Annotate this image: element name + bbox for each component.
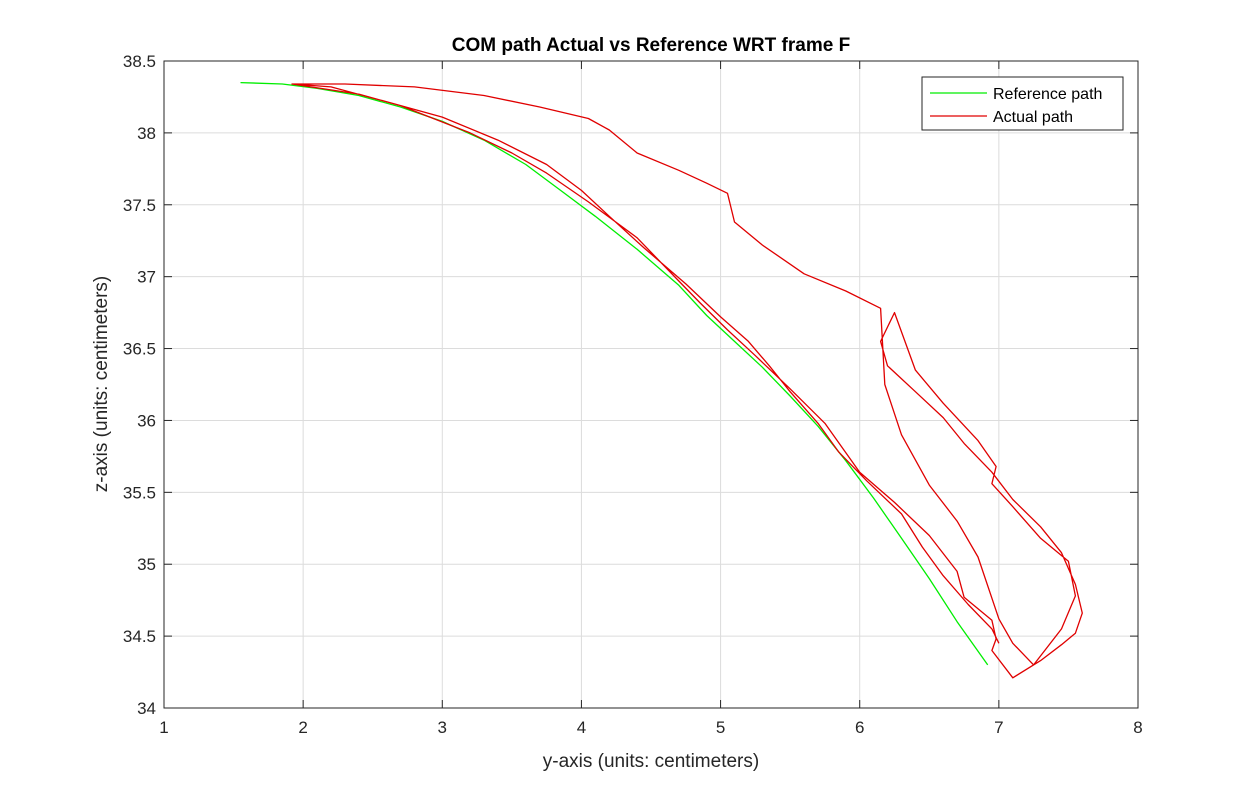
- axes-box: [163, 60, 1139, 709]
- series-layer: [240, 81, 1083, 679]
- legend-box: [921, 76, 1124, 131]
- grid: [164, 61, 1138, 708]
- x-tick-label: 8: [1133, 718, 1142, 737]
- legend-label-actual-path: Actual path: [993, 109, 1073, 126]
- x-tick-label: 6: [855, 718, 864, 737]
- y-tick-label: 34: [137, 699, 156, 718]
- series-line-reference-path: [240, 81, 989, 666]
- x-tick-label: 2: [298, 718, 307, 737]
- y-tick-label: 37.5: [123, 196, 156, 215]
- y-tick-label: 37: [137, 268, 156, 287]
- x-tick-label: 4: [577, 718, 586, 737]
- y-tick-label: 38.5: [123, 52, 156, 71]
- x-axis-label: y-axis (units: centimeters): [543, 751, 759, 772]
- series-line-actual-path: [291, 83, 1083, 679]
- y-tick-label: 36.5: [123, 340, 156, 359]
- y-tick-label: 38: [137, 124, 156, 143]
- x-tick-label: 5: [716, 718, 725, 737]
- axes-background: [164, 61, 1138, 708]
- y-tick-label: 35.5: [123, 483, 156, 502]
- x-tick-label: 1: [159, 718, 168, 737]
- legend: Reference path Actual path: [921, 76, 1124, 131]
- chart-title: COM path Actual vs Reference WRT frame F: [452, 35, 850, 56]
- x-tick-label: 3: [438, 718, 447, 737]
- y-tick-label: 34.5: [123, 627, 156, 646]
- y-tick-label: 36: [137, 411, 156, 430]
- y-tick-label: 35: [137, 555, 156, 574]
- legend-label-reference-path: Reference path: [993, 86, 1102, 103]
- x-tick-label: 7: [994, 718, 1003, 737]
- y-axis-label: z-axis (units: centimeters): [91, 276, 112, 492]
